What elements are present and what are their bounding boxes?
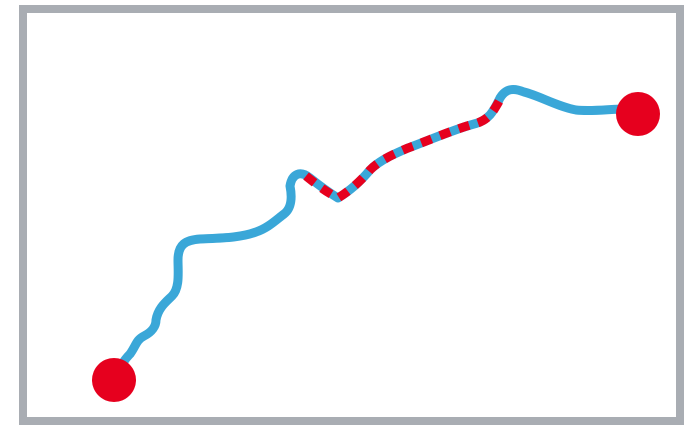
end-point [616, 92, 660, 136]
route-line [109, 85, 641, 385]
start-point [92, 358, 136, 402]
highlighted-segment [303, 93, 506, 204]
